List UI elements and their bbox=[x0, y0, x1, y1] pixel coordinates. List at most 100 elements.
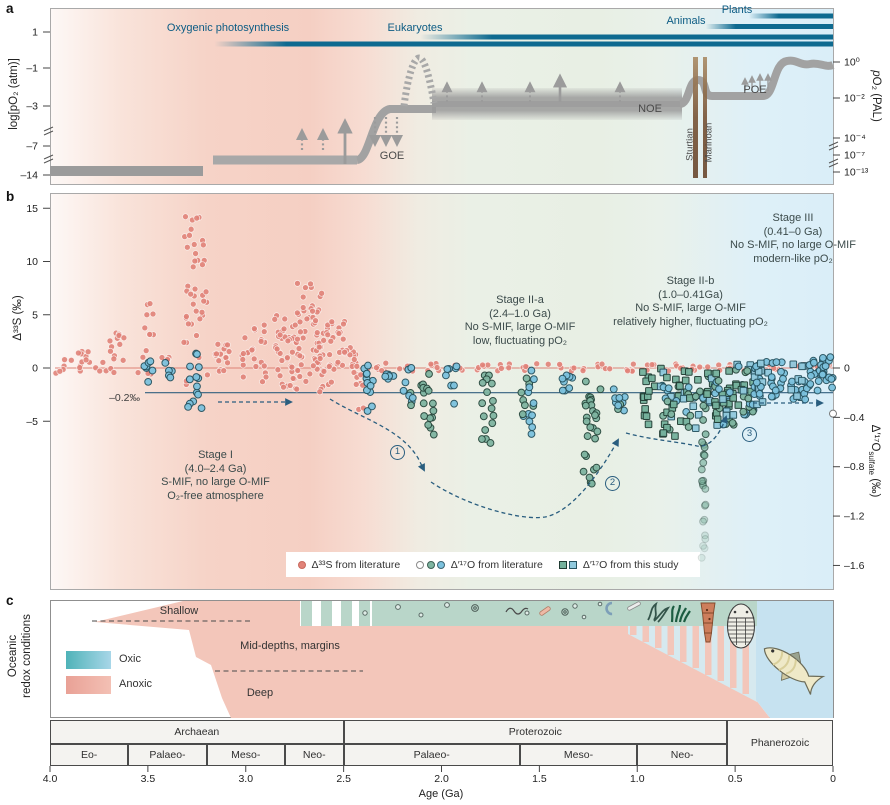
ref-line-label: –0.2‰ bbox=[109, 392, 140, 404]
timescale-cell: Proterozoic bbox=[343, 720, 728, 744]
plants-bar bbox=[748, 13, 833, 19]
svg-text:–1.2: –1.2 bbox=[844, 511, 865, 523]
svg-text:–0.4: –0.4 bbox=[844, 412, 865, 424]
panel-a-axes: 1 –1 –3 –7 –14 10⁰ 10⁻² 10⁻⁴ 10⁻⁷ 10⁻¹³ bbox=[20, 27, 868, 182]
svg-text:4.0: 4.0 bbox=[43, 773, 58, 785]
circle-open-icon bbox=[416, 560, 425, 569]
fossil-icons bbox=[362, 601, 826, 695]
svg-text:–5: –5 bbox=[26, 416, 38, 428]
marinoan-label: Marinoan bbox=[703, 122, 715, 163]
stage-transition-dashed-arrows bbox=[218, 398, 824, 519]
annotation-circle-2: 2 bbox=[605, 476, 620, 491]
oxic-ocean-region bbox=[756, 601, 833, 718]
anoxic-region bbox=[95, 601, 770, 718]
panel-b-letter: b bbox=[6, 189, 15, 204]
grass-tuft-icon bbox=[670, 604, 691, 623]
svg-text:10⁻²: 10⁻² bbox=[844, 93, 865, 105]
anoxic-stripes bbox=[630, 626, 749, 694]
panel-c-y-label: Oceanic redox conditions bbox=[7, 614, 33, 698]
ocean-redox-regions bbox=[92, 601, 833, 718]
sturtian-label: Sturtian bbox=[684, 128, 696, 161]
sturtian-glaciation-bar bbox=[693, 57, 698, 178]
oxygenic-photosynthesis-label: Oxygenic photosynthesis bbox=[166, 22, 290, 34]
o2-overshoot-dashed-curve bbox=[400, 54, 438, 107]
panel-c-letter: c bbox=[6, 593, 14, 608]
spiral-shell-icon bbox=[471, 604, 569, 616]
reference-lines bbox=[55, 367, 837, 418]
legend-item: Δ′¹⁷O from literature bbox=[416, 559, 543, 571]
microfossil-icons bbox=[362, 601, 603, 620]
scatter-points bbox=[52, 213, 837, 562]
svg-text:1.5: 1.5 bbox=[532, 773, 547, 785]
permil-unit: (‰) bbox=[869, 475, 881, 498]
rod-fossil-icon bbox=[627, 601, 641, 611]
square-blue-icon bbox=[569, 560, 578, 569]
eukaryotes-label: Eukaryotes bbox=[387, 22, 443, 34]
timescale-cell: Phanerozoic bbox=[727, 720, 833, 766]
annotation-circle-1: 1 bbox=[390, 445, 405, 460]
panel-b-y-left-label: Δ³³S (‰) bbox=[12, 295, 24, 341]
annotation-circle-3: 3 bbox=[742, 427, 757, 442]
circle-green-icon bbox=[426, 560, 435, 569]
plants-label: Plants bbox=[721, 4, 753, 16]
modern-value-marker bbox=[829, 409, 837, 418]
d17o-label: Δ′¹⁷O bbox=[869, 424, 881, 452]
marinoan-glaciation-bar bbox=[703, 57, 707, 178]
eukaryotes-bar bbox=[419, 34, 833, 40]
animals-bar bbox=[705, 24, 833, 29]
svg-text:–7: –7 bbox=[26, 141, 38, 153]
arc-shell-icon bbox=[605, 601, 613, 616]
deep-label: Deep bbox=[246, 687, 274, 699]
svg-text:1: 1 bbox=[32, 27, 38, 39]
svg-text:10: 10 bbox=[26, 256, 38, 268]
age-axis-label: Age (Ga) bbox=[418, 788, 464, 800]
noe-label: NOE bbox=[638, 103, 662, 115]
timescale-cell: Neo- bbox=[284, 744, 344, 766]
timescale-cell: Archaean bbox=[50, 720, 344, 744]
sulfate-subscript: sulfate bbox=[867, 451, 876, 475]
svg-text:3.5: 3.5 bbox=[141, 773, 156, 785]
svg-text:0: 0 bbox=[830, 773, 836, 785]
svg-text:1.0: 1.0 bbox=[630, 773, 645, 785]
oxygenating-deep-region bbox=[628, 626, 757, 702]
shallow-label: Shallow bbox=[159, 605, 199, 617]
timeline-bars bbox=[214, 13, 833, 47]
bone-fossil-icon bbox=[539, 606, 551, 616]
p-symbol: p bbox=[870, 70, 882, 77]
legend-label: Δ³³S from literature bbox=[311, 558, 401, 571]
svg-text:–3: –3 bbox=[26, 101, 38, 113]
svg-text:5: 5 bbox=[32, 309, 38, 321]
o2-level-band bbox=[50, 54, 835, 176]
panel-b-plot bbox=[50, 193, 834, 590]
noe-band bbox=[432, 88, 682, 120]
fish-icon bbox=[763, 647, 826, 695]
panel-a-plot bbox=[50, 8, 834, 185]
panel-a-y-right-label: pO₂ (PAL) bbox=[870, 41, 882, 151]
stage-2a-annotation: Stage II-a (2.4–1.0 Ga) No S-MIF, large O… bbox=[464, 294, 576, 347]
oxic-swatch bbox=[66, 651, 111, 669]
legend-label: Δ′¹⁷O from this study bbox=[582, 558, 679, 571]
timescale-cell: Eo- bbox=[50, 744, 129, 766]
goe-label: GOE bbox=[379, 150, 405, 162]
oxic-shallow-stripes bbox=[301, 601, 370, 626]
cloudina-icon bbox=[700, 602, 716, 643]
square-green-icon bbox=[558, 560, 567, 569]
oxygenic-photosynthesis-bar bbox=[214, 41, 833, 47]
svg-text:2.5: 2.5 bbox=[336, 773, 351, 785]
anoxic-label: Anoxic bbox=[119, 678, 153, 690]
svg-text:0.5: 0.5 bbox=[728, 773, 743, 785]
panel-a-letter: a bbox=[6, 1, 14, 16]
timescale-cell: Neo- bbox=[637, 744, 728, 766]
timescale-cell: Meso- bbox=[519, 744, 638, 766]
pal-unit: O₂ (PAL) bbox=[870, 76, 882, 122]
svg-text:2.0: 2.0 bbox=[434, 773, 449, 785]
stage-1-annotation: Stage I (4.0–2.4 Ga) S-MIF, no large O-MI… bbox=[161, 449, 270, 502]
svg-text:0: 0 bbox=[844, 363, 850, 375]
circle-blue-icon bbox=[437, 560, 446, 569]
legend-label: Δ′¹⁷O from literature bbox=[450, 558, 543, 571]
panel-a-y-left-label: log[pO₂ (atm)] bbox=[8, 58, 20, 130]
mid-depths-label: Mid-depths, margins bbox=[240, 640, 340, 652]
svg-text:10⁻¹³: 10⁻¹³ bbox=[844, 167, 869, 179]
